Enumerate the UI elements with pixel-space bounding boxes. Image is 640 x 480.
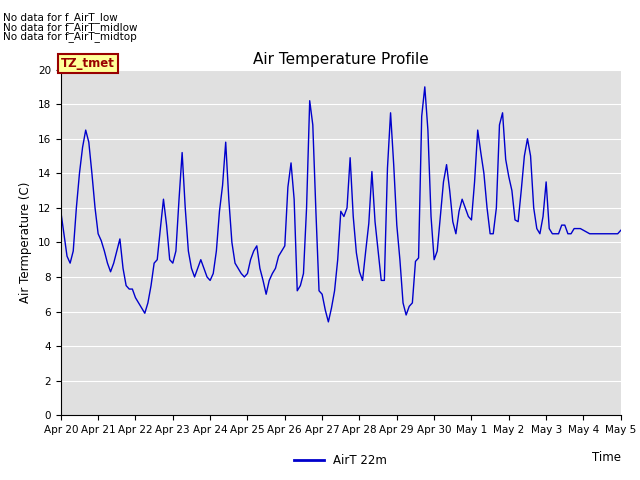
Legend: AirT 22m: AirT 22m: [290, 449, 392, 471]
Text: Time: Time: [592, 451, 621, 464]
Text: No data for f_AirT_midtop: No data for f_AirT_midtop: [3, 31, 137, 42]
Text: TZ_tmet: TZ_tmet: [61, 57, 115, 70]
Title: Air Temperature Profile: Air Temperature Profile: [253, 52, 429, 67]
Text: No data for f_AirT_midlow: No data for f_AirT_midlow: [3, 22, 138, 33]
Y-axis label: Air Termperature (C): Air Termperature (C): [19, 182, 32, 303]
Text: No data for f_AirT_low: No data for f_AirT_low: [3, 12, 118, 23]
